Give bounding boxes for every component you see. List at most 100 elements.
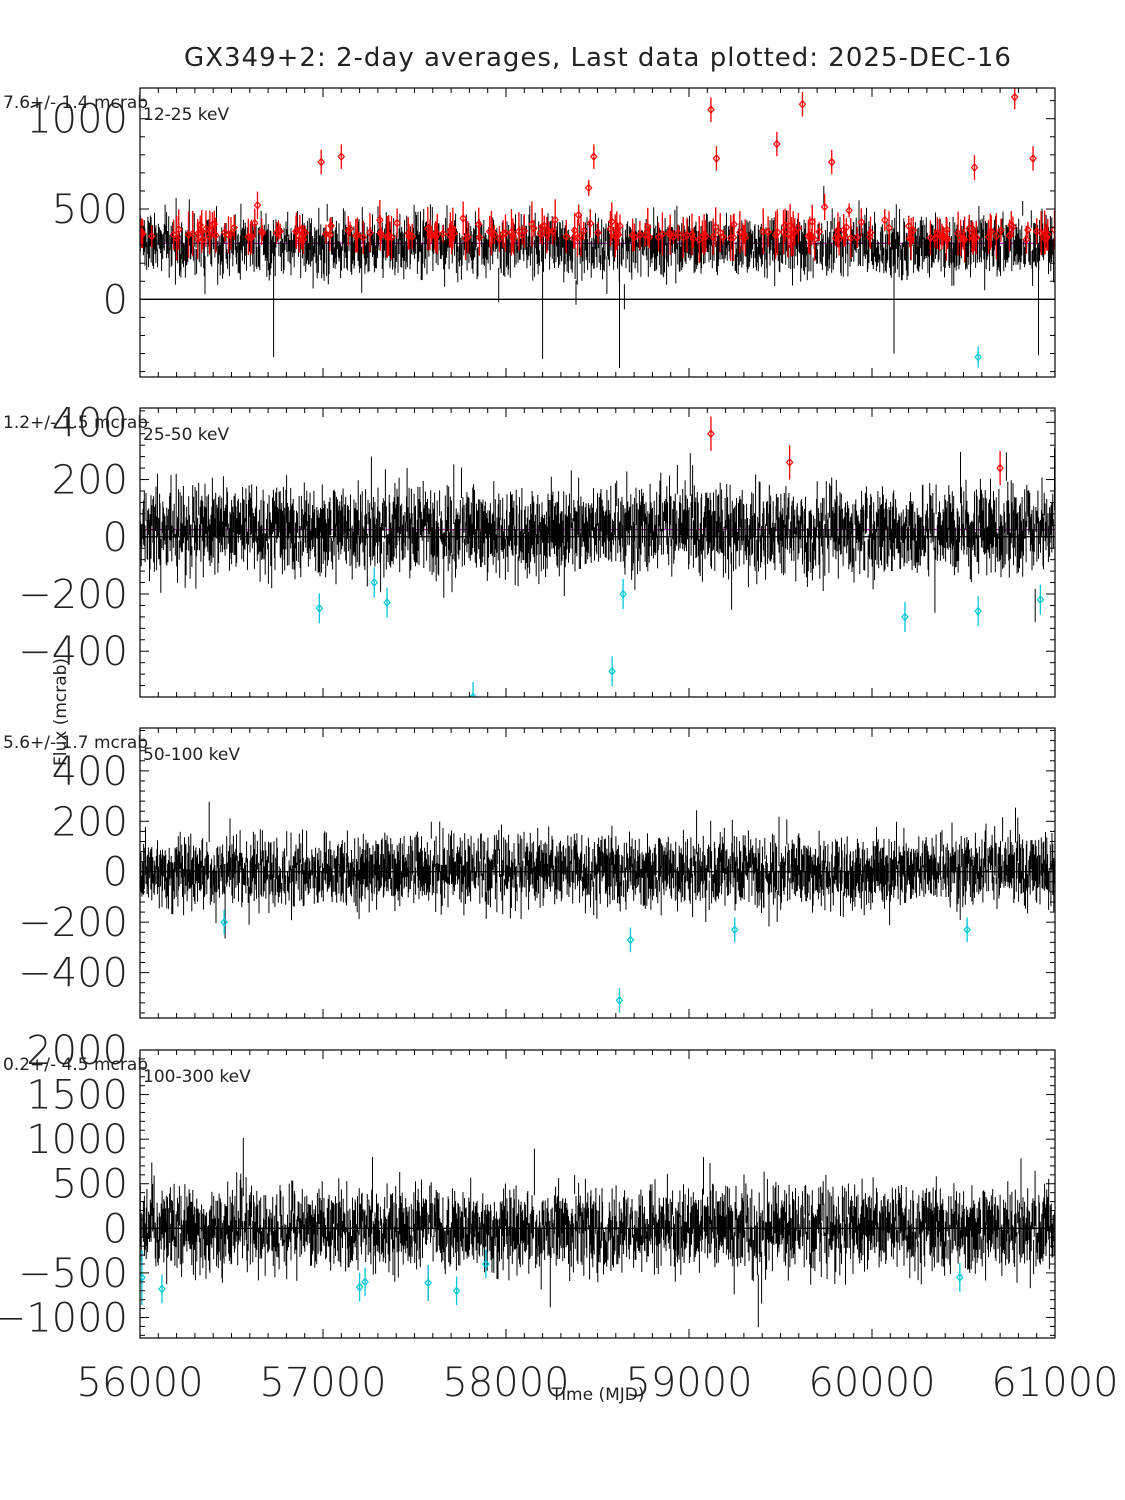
high-point [450,225,458,242]
low-outlier-marker [315,603,324,613]
high-point-marker [174,225,183,234]
plot-area [140,801,1055,1013]
high-point [669,229,678,244]
high-point [574,204,583,226]
low-point [424,1264,432,1301]
low-outlier [220,909,228,935]
high-point-marker [574,210,583,220]
high-point [439,225,447,243]
high-point-marker [230,223,239,233]
high-point-marker [658,229,667,239]
high-point-marker [736,227,744,237]
high-point [965,214,974,243]
high-point-marker [987,227,995,236]
low-outlier [619,578,627,610]
high-outlier-marker [337,152,346,162]
high-point [594,221,602,244]
high-point-marker [997,225,1005,235]
low-outlier [315,593,324,624]
high-point-marker [579,226,588,236]
y-tick-label: 400 [52,749,128,795]
high-point [427,225,436,243]
y-tick-label: 500 [52,1162,128,1208]
y-tick-label: 1000 [26,97,128,143]
mean-label: 1.2+/- 1.5 mcrab [3,413,148,433]
high-point [702,220,710,252]
y-tick-label: 0 [103,850,128,896]
high-outlier [317,149,325,175]
high-outlier-marker [317,157,325,167]
high-point-marker [741,233,749,242]
low-outlier-marker [370,578,379,587]
low-outlier [974,596,982,627]
low-outlier [361,1267,369,1297]
high-point-marker [1037,228,1045,238]
high-point-marker [688,229,696,239]
panel-frame [139,1049,1056,1339]
low-outlier-marker [901,612,909,622]
high-point-marker [726,233,735,243]
high-point-marker [669,232,678,242]
low-outlier-marker [469,692,477,697]
high-point-marker [301,228,309,238]
high-outlier-marker [827,157,836,167]
high-point [247,219,256,253]
high-point [366,213,374,252]
high-point-marker [212,230,220,240]
high-point [147,225,156,248]
high-point-marker [842,222,851,232]
high-point [885,211,893,245]
high-point [636,220,644,250]
low-outlier-marker [615,995,624,1005]
high-point [881,209,889,232]
high-point-marker [509,230,517,240]
high-point [202,210,210,248]
x-ticks [139,88,1056,377]
y-ticks [140,1049,1055,1336]
high-point-marker [366,228,374,238]
high-point-marker [327,221,335,231]
high-point-marker [702,231,710,241]
high-point [759,208,768,255]
high-point [276,223,284,239]
high-point-marker [636,230,644,240]
low-point-marker [424,1278,432,1288]
high-point-marker [147,231,156,241]
high-outlier [707,416,715,451]
x-tick-label: 59000 [625,1360,752,1406]
x-ticks [139,408,1056,697]
high-point-marker [719,232,728,242]
high-point [730,213,738,236]
high-point [359,220,367,255]
high-point [199,230,207,250]
low-point [140,1250,146,1305]
high-point [997,218,1005,242]
high-point-marker [716,228,725,238]
high-point [253,191,262,219]
high-point-marker [835,234,843,243]
high-outlier-marker [1029,154,1037,163]
high-point-marker [834,225,842,235]
high-point [464,221,472,253]
high-point-marker [276,226,284,236]
high-point-marker [551,215,559,225]
high-point-marker [807,232,816,242]
low-outlier-marker [956,1272,964,1282]
high-point-marker [509,234,518,243]
high-point [794,213,803,243]
high-point-marker [439,229,447,239]
high-point-marker [570,226,579,235]
high-point-marker [644,222,652,232]
high-outlier-marker [707,105,715,115]
high-point-marker [1032,226,1041,236]
x-tick-label: 61000 [991,1360,1118,1406]
high-point [353,217,362,253]
high-point [857,208,866,236]
high-point [835,221,843,256]
high-outlier [1010,88,1019,110]
high-outlier [590,144,598,169]
high-point-marker [845,206,853,215]
data-error-bars [140,448,1055,623]
high-point-marker [857,217,866,227]
